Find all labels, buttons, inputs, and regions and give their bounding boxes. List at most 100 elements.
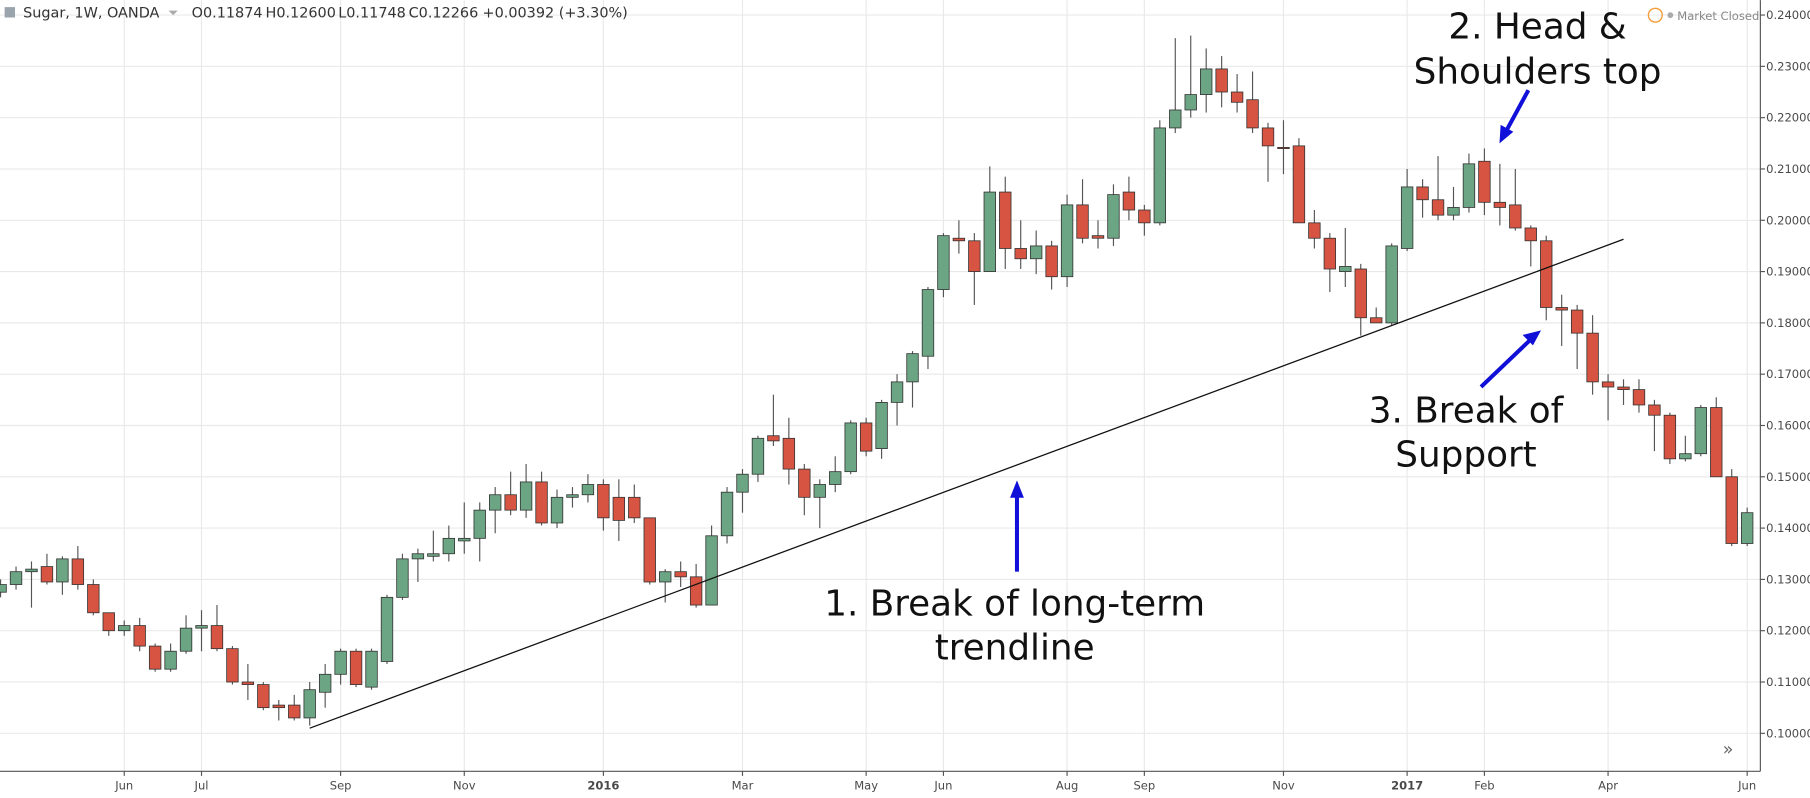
candle-body	[921, 289, 935, 357]
candle-body	[396, 558, 409, 598]
candle-body	[380, 596, 394, 662]
annotation: Support	[1395, 435, 1536, 476]
candle-body	[288, 704, 301, 719]
annotation: trendline	[935, 627, 1095, 668]
candle-body	[365, 650, 378, 688]
arrowhead	[1499, 124, 1514, 144]
candle-body	[133, 625, 146, 647]
candle-body	[1710, 407, 1723, 478]
candle-body	[1215, 68, 1228, 93]
x-tick-label: Aug	[1056, 779, 1079, 793]
candle-body	[550, 496, 564, 524]
trendline	[309, 238, 1624, 729]
annotations: 1. Break of long-term trendline 2. Head …	[824, 6, 1661, 668]
arrow	[1479, 338, 1533, 389]
candle-body	[257, 684, 270, 709]
candle-body	[1740, 512, 1754, 544]
candle-body	[1230, 91, 1244, 103]
x-tick-label: Mar	[732, 779, 754, 793]
candle-body	[689, 576, 703, 606]
annotation: 3. Break of	[1369, 391, 1565, 432]
candle-body	[968, 240, 981, 272]
candle-body	[999, 191, 1012, 249]
candle-body	[1632, 389, 1646, 406]
y-tick-label: 0.13000	[1766, 572, 1810, 586]
candle-body	[1261, 127, 1275, 147]
y-tick-label: 0.12000	[1766, 624, 1810, 638]
candle-body	[473, 509, 486, 539]
candle-body	[1509, 204, 1522, 229]
x-tick-label: Sep	[330, 779, 352, 793]
candle-body	[1431, 199, 1445, 216]
candle-body	[9, 571, 23, 585]
candle-body	[875, 401, 888, 449]
x-tick-label: Nov	[1272, 779, 1295, 793]
x-tick-label: 2016	[587, 779, 619, 793]
candle-body	[736, 473, 749, 493]
candle-body	[1385, 245, 1398, 324]
change: +0.00392 (+3.30%)	[483, 5, 628, 21]
candle-body	[674, 571, 687, 578]
candle-body	[1694, 407, 1707, 455]
candle-body	[411, 553, 425, 560]
candle-body	[705, 535, 718, 606]
candle-body	[458, 537, 471, 542]
candle-body	[1570, 309, 1584, 334]
x-tick-label: Apr	[1598, 779, 1618, 793]
candle-body	[272, 704, 285, 709]
candle-body	[1679, 453, 1692, 460]
candles	[0, 35, 1754, 729]
candle-body	[1339, 266, 1352, 272]
candle-body	[1370, 317, 1383, 324]
y-tick-label: 0.11000	[1766, 675, 1810, 689]
annotation: 1. Break of long-term	[824, 583, 1205, 624]
candle-body	[1029, 245, 1043, 260]
y-tick-label: 0.21000	[1766, 162, 1810, 176]
candle-body	[0, 584, 7, 593]
y-tick-label: 0.15000	[1766, 470, 1810, 484]
candle-body	[937, 235, 950, 290]
scroll-button[interactable]: »	[1723, 740, 1734, 760]
symbol-icon	[4, 7, 16, 18]
y-tick-label: 0.17000	[1766, 367, 1810, 381]
candle-body	[890, 381, 904, 403]
x-tick-label: Jun	[114, 779, 133, 793]
market-status: Market Closed	[1677, 9, 1759, 23]
high: H0.12600	[265, 5, 335, 21]
arrowhead	[1010, 480, 1024, 498]
candle-body	[1060, 204, 1074, 278]
status-icon	[1647, 7, 1663, 23]
close: C0.12266	[409, 5, 479, 21]
candle-body	[349, 650, 363, 685]
candle-body	[643, 517, 656, 583]
candle-body	[1107, 194, 1120, 239]
annotation: Shoulders top	[1414, 51, 1662, 92]
candle-body	[782, 437, 796, 470]
low: L0.11748	[338, 5, 406, 21]
candle-body	[226, 648, 239, 683]
candle-body	[210, 625, 224, 650]
candle-body	[1169, 109, 1182, 129]
candle-body	[1308, 222, 1321, 239]
candle-body	[1555, 307, 1568, 311]
candle-body	[1725, 476, 1738, 544]
symbol: Sugar, 1W, OANDA	[23, 5, 159, 21]
candle-body	[241, 681, 255, 685]
x-tick-label: 2017	[1391, 779, 1423, 793]
candle-body	[179, 627, 193, 652]
candle-body	[1462, 163, 1476, 208]
candle-body	[25, 568, 38, 573]
x-tick-label: Jun	[933, 779, 952, 793]
dropdown-icon[interactable]	[168, 10, 178, 16]
candle-body	[118, 625, 131, 632]
candle-body	[1540, 240, 1553, 308]
candle-body	[442, 537, 455, 555]
candle-body	[1014, 248, 1027, 260]
candle-body	[720, 491, 734, 537]
grid	[0, 0, 1765, 776]
candle-body	[581, 484, 595, 496]
candle-body	[334, 650, 347, 675]
candle-body	[427, 553, 440, 557]
x-tick-label: Jun	[1737, 779, 1756, 793]
